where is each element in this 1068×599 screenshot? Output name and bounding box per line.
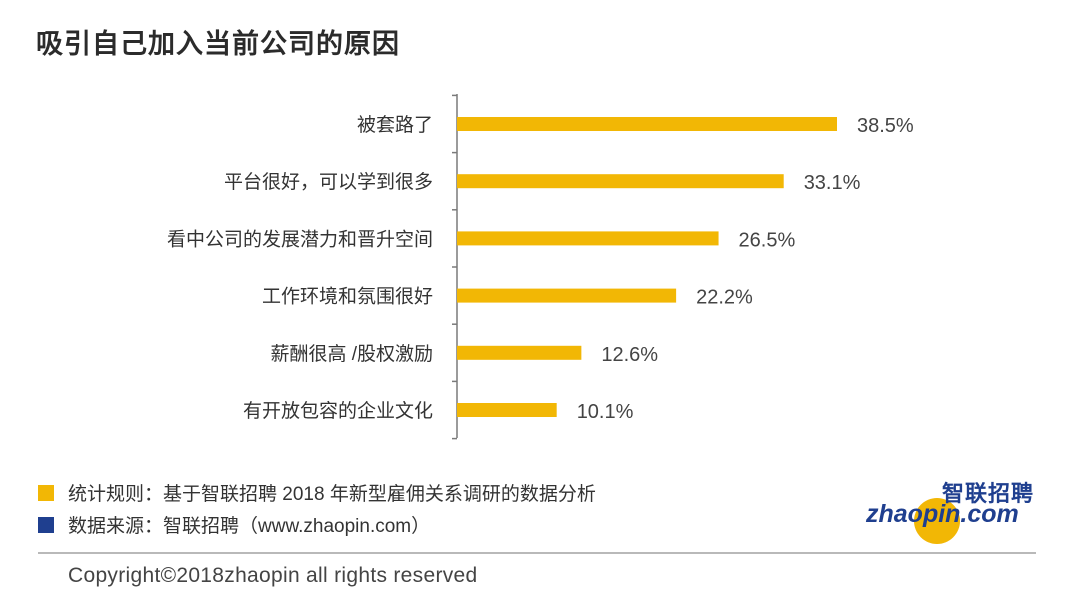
category-label: 有开放包容的企业文化	[243, 400, 433, 422]
legend-label-rule: 统计规则：基于智联招聘 2018 年新型雇佣关系调研的数据分析	[68, 484, 596, 505]
value-label: 12.6%	[601, 344, 658, 366]
footer-divider	[38, 552, 1036, 554]
legend-item-rule: 统计规则：基于智联招聘 2018 年新型雇佣关系调研的数据分析	[38, 479, 596, 506]
copyright-text: Copyright©2018zhaopin all rights reserve…	[68, 564, 478, 587]
bar	[457, 345, 582, 360]
value-label: 26.5%	[739, 229, 796, 251]
zhaopin-logo: 智联招聘 zhaopin.com	[866, 476, 1038, 544]
value-label: 22.2%	[696, 287, 753, 309]
bar	[457, 403, 557, 417]
category-label: 看中公司的发展潜力和晋升空间	[167, 228, 433, 250]
bar	[457, 231, 719, 246]
bar	[457, 117, 837, 131]
value-label: 10.1%	[577, 401, 634, 423]
value-label: 33.1%	[804, 172, 861, 194]
legend-swatch-yellow	[38, 484, 54, 501]
category-label: 平台很好，可以学到很多	[224, 171, 433, 193]
value-label: 38.5%	[857, 115, 914, 137]
legend-swatch-blue	[38, 516, 54, 533]
bar	[457, 288, 677, 303]
category-label: 被套路了	[357, 114, 433, 136]
bar	[457, 174, 784, 189]
legend-item-source: 数据来源：智联招聘（www.zhaopin.com）	[38, 511, 430, 538]
logo-en-text: zhaopin.com	[866, 500, 1019, 528]
legend-label-source: 数据来源：智联招聘（www.zhaopin.com）	[68, 516, 431, 537]
bar-chart: 被套路了 38.5% 平台很好，可以学到很多 33.1% 看中公司的发展潜力和晋升空间 2…	[167, 94, 914, 440]
logo-cn-text: 智联招聘	[942, 481, 1035, 506]
chart-title: 吸引自己加入当前公司的原因	[36, 29, 400, 59]
category-label: 薪酬很高 /股权激励	[270, 343, 433, 365]
category-label: 工作环境和氛围很好	[262, 286, 433, 308]
